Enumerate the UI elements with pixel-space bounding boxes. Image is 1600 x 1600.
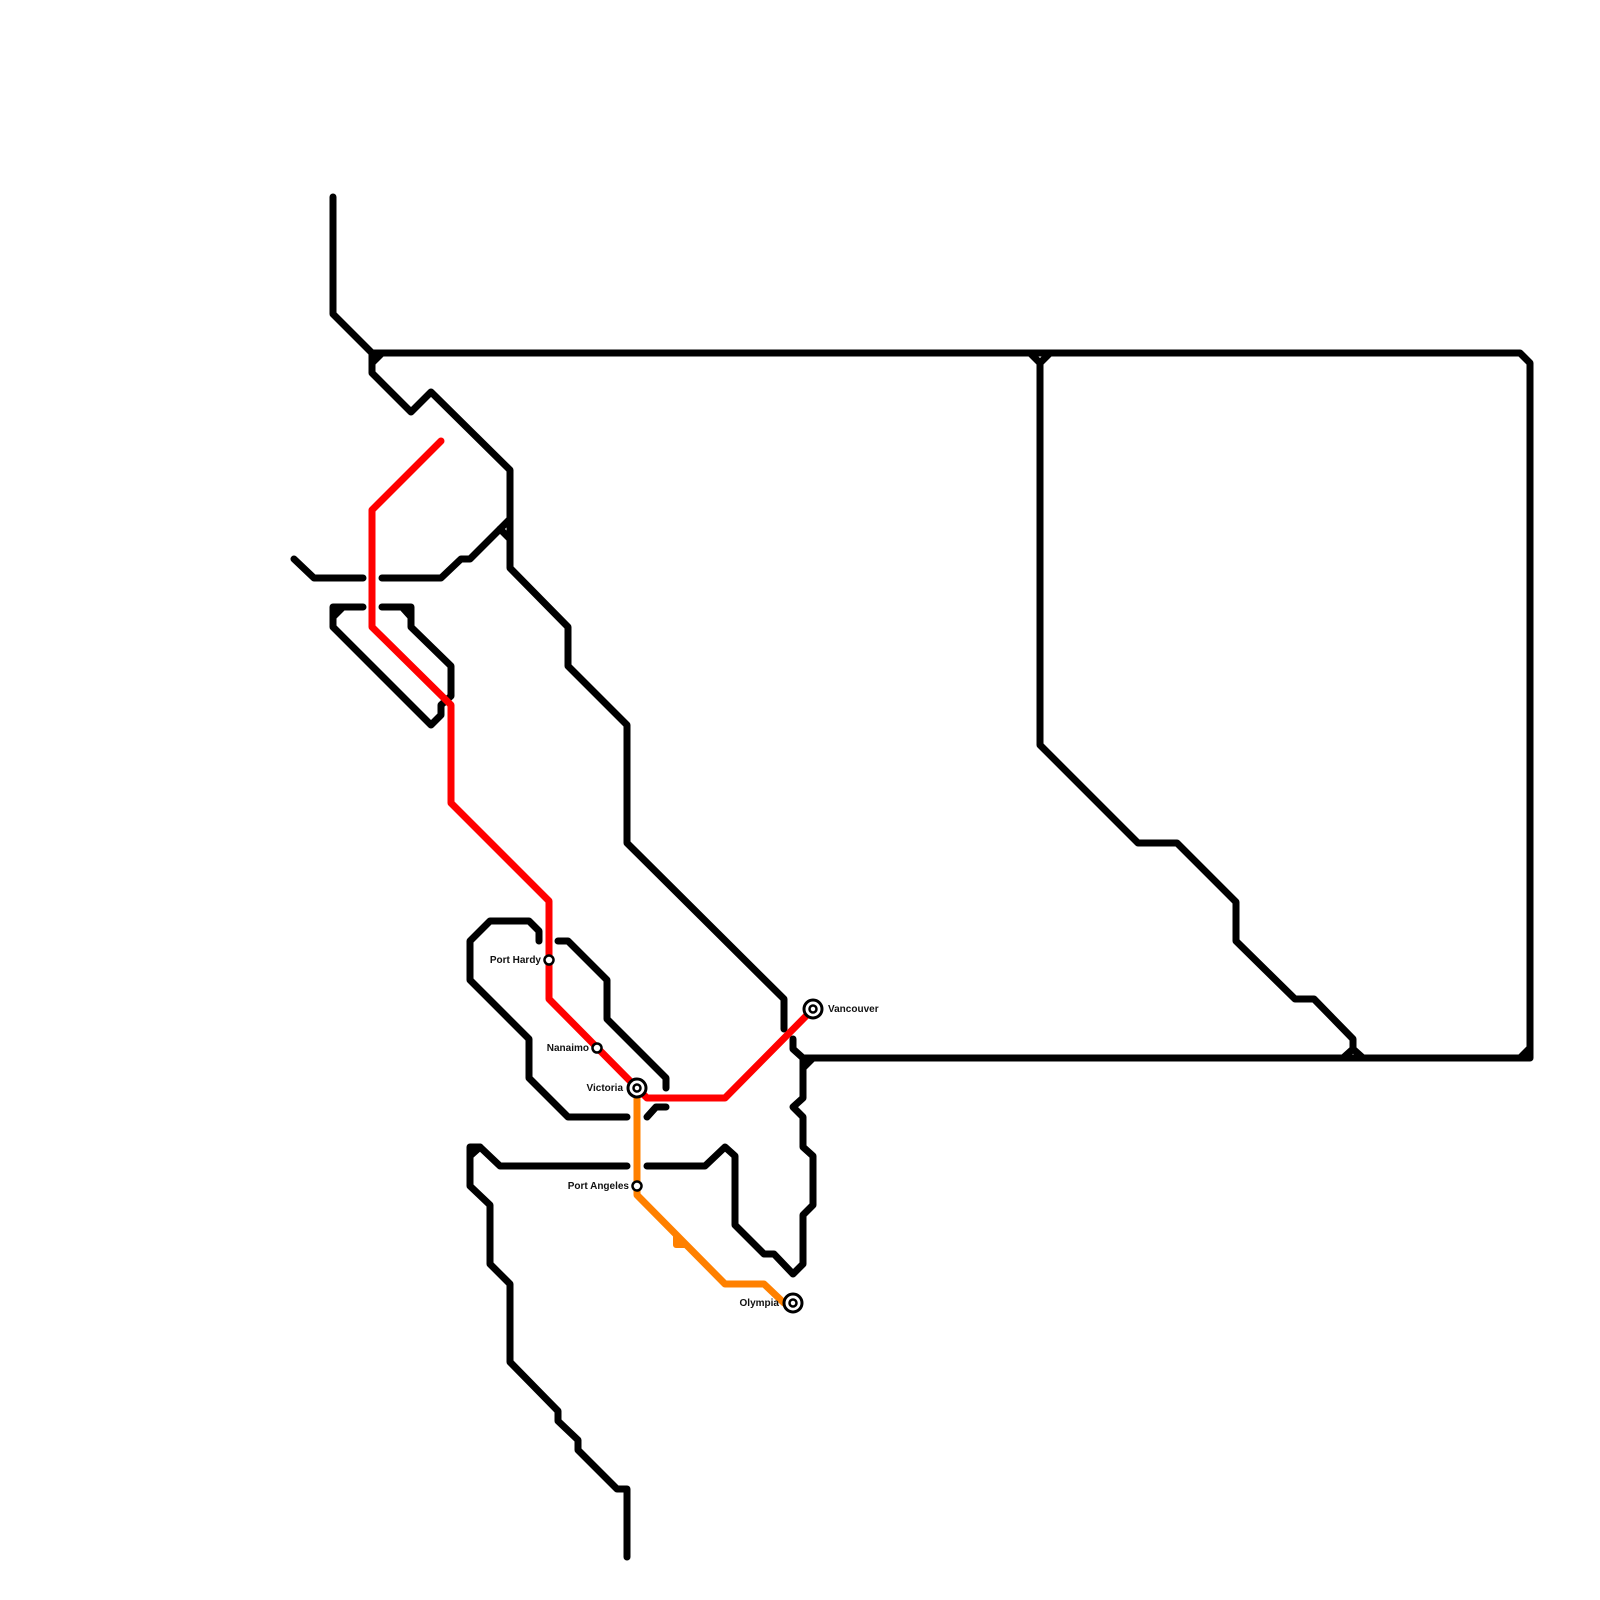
coast-segment	[329, 193, 1534, 1062]
station-stop-icon	[591, 1042, 603, 1054]
station-victoria[interactable]: Victoria	[587, 1077, 648, 1099]
coast-segment	[329, 603, 347, 621]
coast-segment	[799, 1054, 817, 1072]
coast-segment	[1349, 1045, 1367, 1062]
coastline	[290, 193, 1534, 1561]
orange-route[interactable]	[633, 1084, 797, 1307]
station-olympia[interactable]: Olympia	[740, 1292, 804, 1314]
interchange-inner-icon	[632, 1083, 642, 1093]
coast-segment	[466, 1143, 631, 1561]
station-label: Port Angeles	[568, 1181, 630, 1192]
coast-segment	[554, 937, 670, 1092]
station-label: Olympia	[740, 1298, 780, 1309]
red-route[interactable]	[368, 437, 817, 1102]
station-vancouver[interactable]: Vancouver	[802, 998, 879, 1020]
orange-route-spur	[673, 1232, 687, 1248]
coast-segment	[1036, 359, 1357, 1062]
coast-segment	[378, 525, 514, 582]
station-label: Port Hardy	[490, 955, 542, 966]
station-stop-icon	[631, 1180, 643, 1192]
coast-segment	[368, 349, 386, 367]
interchange-inner-icon	[788, 1298, 798, 1308]
coast-segment	[466, 1143, 484, 1160]
coast-segment	[1516, 1044, 1534, 1062]
station-port-angeles[interactable]: Port Angeles	[568, 1180, 643, 1192]
interchange-inner-icon	[808, 1004, 818, 1014]
coast-segment	[643, 1103, 670, 1121]
station-port-hardy[interactable]: Port Hardy	[490, 954, 555, 966]
coast-segment	[496, 515, 514, 533]
station-label: Victoria	[587, 1083, 624, 1094]
coast-segment	[329, 603, 455, 729]
coast-segment	[466, 917, 631, 1121]
coast-segment	[398, 603, 415, 621]
station-label: Nanaimo	[547, 1043, 589, 1054]
coast-segment	[643, 1035, 817, 1278]
coast-segment	[290, 555, 367, 582]
station-stop-icon	[543, 954, 555, 966]
station-nanaimo[interactable]: Nanaimo	[547, 1042, 603, 1054]
coast-segment	[368, 349, 788, 1033]
station-label: Vancouver	[828, 1004, 879, 1015]
